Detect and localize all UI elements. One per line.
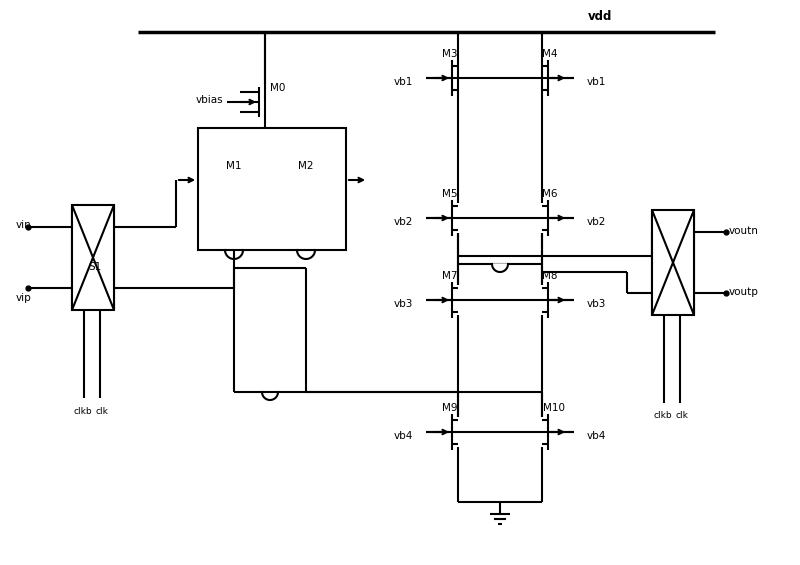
Text: M8: M8 [542,271,558,281]
Text: M5: M5 [442,189,458,199]
Polygon shape [72,205,93,310]
Text: M9: M9 [442,403,458,413]
Text: M10: M10 [543,403,565,413]
Text: voutn: voutn [729,226,759,236]
Text: clk: clk [675,411,689,420]
Text: S1: S1 [88,263,102,272]
Bar [652,210,694,315]
Text: vb1: vb1 [587,77,606,87]
Text: vb2: vb2 [587,217,606,227]
Text: voutp: voutp [729,287,759,297]
Text: vip: vip [16,293,32,303]
Polygon shape [673,210,694,315]
Text: vdd: vdd [588,11,612,24]
Text: M7: M7 [442,271,458,281]
Text: vb3: vb3 [587,299,606,309]
Text: M2: M2 [298,161,314,171]
Text: clkb: clkb [74,406,92,415]
Bar [72,205,114,310]
Text: M1: M1 [226,161,242,171]
Text: vin: vin [16,220,32,230]
Text: vb4: vb4 [394,431,413,441]
Text: M6: M6 [542,189,558,199]
Text: vbias: vbias [195,95,223,105]
Text: clkb: clkb [654,411,672,420]
Text: M3: M3 [442,49,458,59]
Text: vb4: vb4 [587,431,606,441]
Text: vb3: vb3 [394,299,413,309]
Bar [198,128,346,250]
Polygon shape [93,205,114,310]
Text: vb1: vb1 [394,77,413,87]
Polygon shape [492,264,508,272]
Text: M0: M0 [270,83,286,93]
Polygon shape [652,210,673,315]
Text: M4: M4 [542,49,558,59]
Text: vb2: vb2 [394,217,413,227]
Text: clk: clk [95,406,109,415]
